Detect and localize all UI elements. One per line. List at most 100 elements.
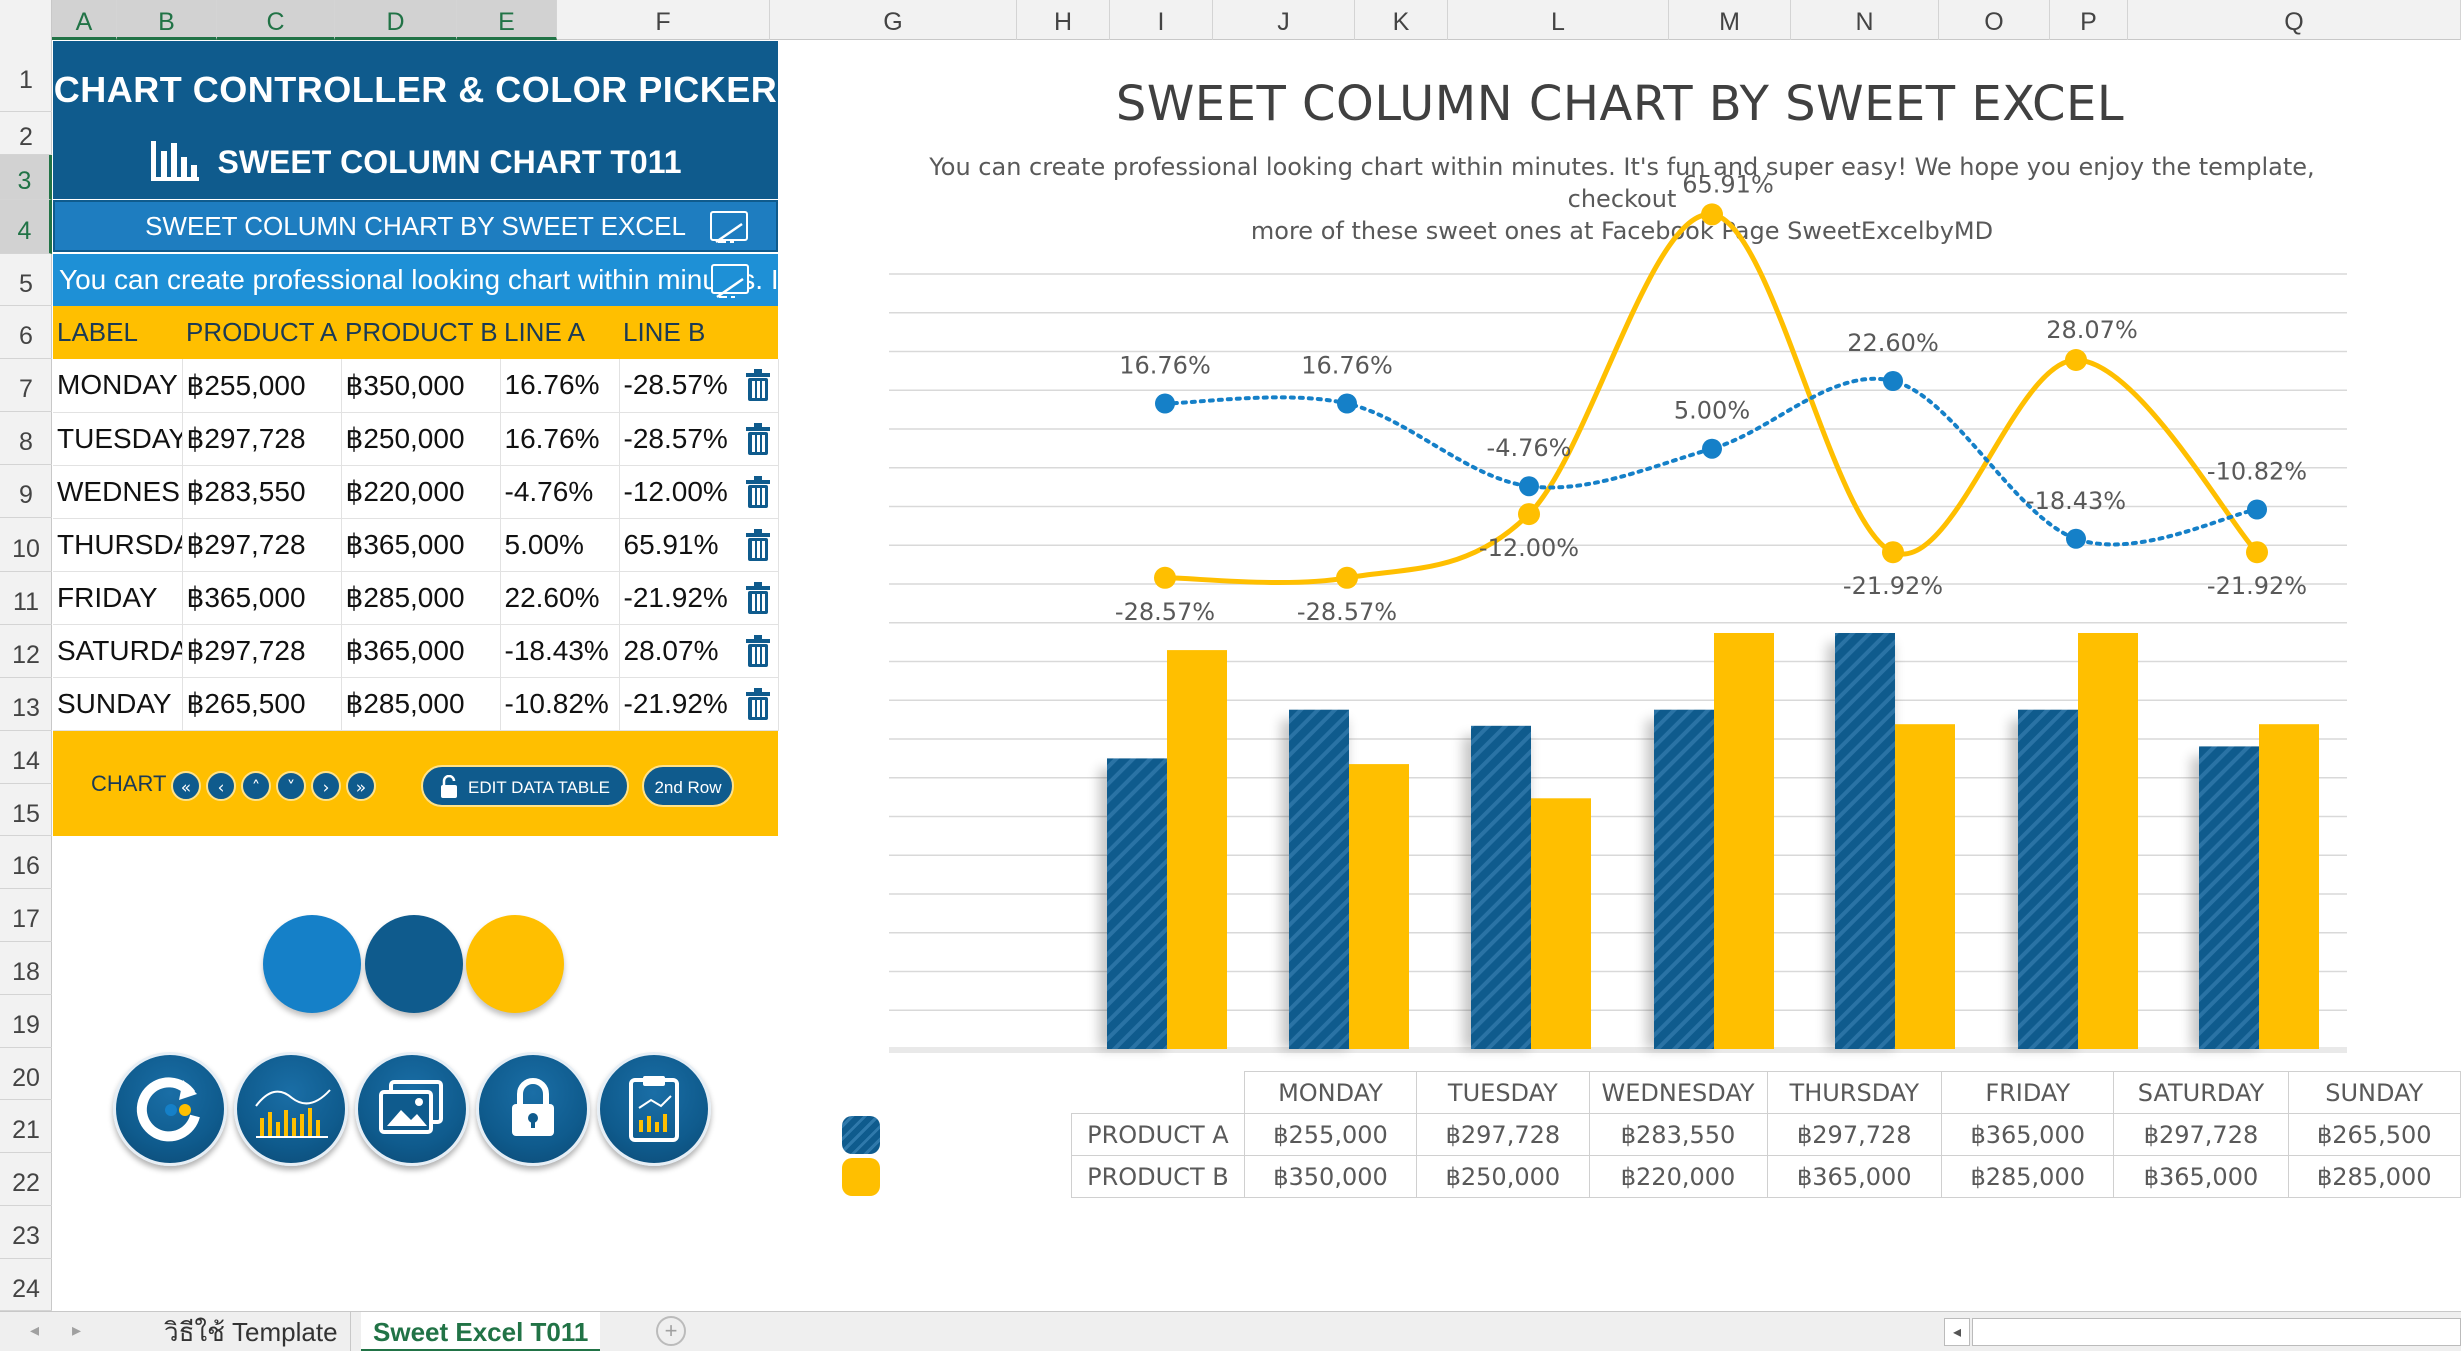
color-swatch-dark-blue[interactable] <box>365 915 463 1013</box>
table-cell[interactable]: ฿265,500 <box>182 677 342 731</box>
nav-first-button[interactable]: « <box>171 771 201 801</box>
nav-last-button[interactable]: » <box>346 771 376 801</box>
row-header-2[interactable]: 2 <box>0 112 52 155</box>
edit-title-icon[interactable] <box>710 211 748 244</box>
table-cell[interactable]: -10.82% <box>500 677 620 731</box>
column-header-a[interactable]: A <box>52 0 117 40</box>
table-cell[interactable]: FRIDAY <box>53 571 183 625</box>
table-cell[interactable]: TUESDAY <box>53 412 183 466</box>
table-cell[interactable]: ฿285,000 <box>341 677 501 731</box>
table-cell[interactable]: ฿365,000 <box>341 518 501 572</box>
table-cell[interactable]: 28.07% <box>619 624 779 678</box>
select-all-corner[interactable] <box>0 0 52 40</box>
table-cell[interactable]: WEDNESDAY <box>53 465 183 519</box>
column-header-f[interactable]: F <box>557 0 770 40</box>
column-header-b[interactable]: B <box>117 0 217 40</box>
column-header-p[interactable]: P <box>2050 0 2128 40</box>
row-header-22[interactable]: 22 <box>0 1153 52 1206</box>
row-header-16[interactable]: 16 <box>0 836 52 889</box>
delete-row-icon[interactable] <box>744 687 772 720</box>
column-header-i[interactable]: I <box>1110 0 1213 40</box>
delete-row-icon[interactable] <box>744 422 772 455</box>
table-cell[interactable]: ฿250,000 <box>341 412 501 466</box>
chart-subtitle-input-cell[interactable]: You can create professional looking char… <box>53 254 778 306</box>
table-cell[interactable]: ฿283,550 <box>182 465 342 519</box>
column-header-k[interactable]: K <box>1355 0 1448 40</box>
chart-title-input-cell[interactable]: SWEET COLUMN CHART BY SWEET EXCEL <box>53 200 778 252</box>
horizontal-scrollbar[interactable] <box>1972 1318 2461 1346</box>
table-cell[interactable]: ฿365,000 <box>341 624 501 678</box>
row-header-20[interactable]: 20 <box>0 1048 52 1100</box>
column-header-d[interactable]: D <box>335 0 457 40</box>
table-cell[interactable]: 16.76% <box>500 359 620 413</box>
row-header-17[interactable]: 17 <box>0 889 52 942</box>
table-cell[interactable]: SUNDAY <box>53 677 183 731</box>
nav-prev-button[interactable]: ‹ <box>206 771 236 801</box>
table-cell[interactable]: -12.00% <box>619 465 779 519</box>
column-header-g[interactable]: G <box>770 0 1017 40</box>
color-swatch-light-blue[interactable] <box>263 915 361 1013</box>
table-cell[interactable]: 65.91% <box>619 518 779 572</box>
row-header-11[interactable]: 11 <box>0 572 52 625</box>
column-header-j[interactable]: J <box>1213 0 1355 40</box>
delete-row-icon[interactable] <box>744 369 772 401</box>
table-cell[interactable]: SATURDAY <box>53 624 183 678</box>
tab-scroll-right-icon[interactable]: ▸ <box>72 1320 82 1340</box>
background-image-button[interactable] <box>355 1052 469 1166</box>
nav-next-button[interactable]: › <box>311 771 341 801</box>
delete-row-icon[interactable] <box>744 581 772 614</box>
nav-down-button[interactable]: ˅ <box>276 771 306 801</box>
report-button[interactable] <box>597 1052 711 1166</box>
row-header-3[interactable]: 3 <box>0 155 52 200</box>
table-cell[interactable]: 22.60% <box>500 571 620 625</box>
nav-up-button[interactable]: ˄ <box>241 771 271 801</box>
table-cell[interactable]: ฿255,000 <box>182 359 342 413</box>
row-header-8[interactable]: 8 <box>0 412 52 465</box>
column-header-n[interactable]: N <box>1791 0 1939 40</box>
sheet-tab-t011[interactable]: Sweet Excel T011 <box>361 1312 601 1351</box>
table-cell[interactable]: -21.92% <box>619 571 779 625</box>
table-cell[interactable]: ฿297,728 <box>182 412 342 466</box>
column-header-m[interactable]: M <box>1669 0 1791 40</box>
column-header-q[interactable]: Q <box>2128 0 2461 40</box>
row-header-24[interactable]: 24 <box>0 1259 52 1311</box>
row-header-23[interactable]: 23 <box>0 1206 52 1259</box>
tab-scroll-left-icon[interactable]: ◂ <box>30 1320 40 1340</box>
row-header-7[interactable]: 7 <box>0 359 52 412</box>
table-cell[interactable]: MONDAY <box>53 359 183 413</box>
row-header-9[interactable]: 9 <box>0 465 52 518</box>
table-cell[interactable]: ฿297,728 <box>182 624 342 678</box>
row-header-21[interactable]: 21 <box>0 1100 52 1153</box>
column-header-o[interactable]: O <box>1939 0 2050 40</box>
table-cell[interactable]: ฿365,000 <box>182 571 342 625</box>
table-cell[interactable]: 5.00% <box>500 518 620 572</box>
table-cell[interactable]: 16.76% <box>500 412 620 466</box>
row-header-6[interactable]: 6 <box>0 306 52 359</box>
column-header-e[interactable]: E <box>457 0 557 40</box>
table-cell[interactable]: ฿297,728 <box>182 518 342 572</box>
column-header-c[interactable]: C <box>217 0 335 40</box>
table-cell[interactable]: ฿220,000 <box>341 465 501 519</box>
table-cell[interactable]: -18.43% <box>500 624 620 678</box>
row-header-18[interactable]: 18 <box>0 942 52 995</box>
row-header-10[interactable]: 10 <box>0 518 52 572</box>
lock-sheet-button[interactable] <box>476 1052 590 1166</box>
table-cell[interactable]: ฿285,000 <box>341 571 501 625</box>
edit-data-table-button[interactable]: EDIT DATA TABLE <box>421 765 629 807</box>
table-cell[interactable]: -4.76% <box>500 465 620 519</box>
table-cell[interactable]: -28.57% <box>619 359 779 413</box>
add-sheet-icon[interactable]: + <box>656 1316 686 1346</box>
row-header-12[interactable]: 12 <box>0 625 52 678</box>
table-cell[interactable]: -28.57% <box>619 412 779 466</box>
row-header-13[interactable]: 13 <box>0 678 52 731</box>
row-header-15[interactable]: 15 <box>0 784 52 836</box>
row-header-1[interactable]: 1 <box>0 40 52 112</box>
column-header-l[interactable]: L <box>1448 0 1669 40</box>
table-cell[interactable]: -21.92% <box>619 677 779 731</box>
table-cell[interactable]: ฿350,000 <box>341 359 501 413</box>
chart-style-button[interactable] <box>234 1052 348 1166</box>
delete-row-icon[interactable] <box>744 528 772 561</box>
row-header-5[interactable]: 5 <box>0 254 52 306</box>
delete-row-icon[interactable] <box>744 634 772 667</box>
hscroll-left-icon[interactable]: ◂ <box>1944 1318 1970 1346</box>
